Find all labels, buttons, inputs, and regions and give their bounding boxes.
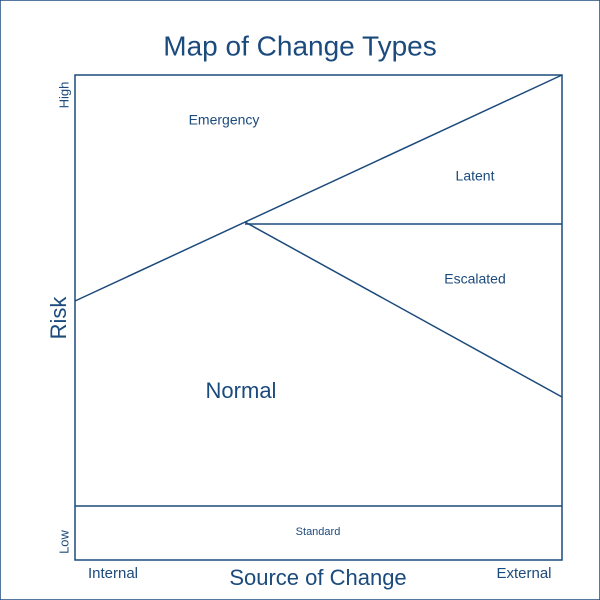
y-low-label: Low [56, 529, 71, 553]
x-left-label: Internal [88, 565, 138, 582]
y-axis-label: Risk [46, 296, 71, 340]
region-label: Escalated [444, 271, 505, 287]
region-label: Latent [456, 168, 495, 184]
frame [74, 74, 563, 561]
divider-line [74, 74, 563, 302]
region-label: Normal [206, 378, 277, 403]
divider-line [244, 221, 563, 398]
x-right-label: External [496, 565, 551, 582]
title: Map of Change Types [163, 30, 436, 61]
region-label: Emergency [189, 112, 260, 128]
x-axis-label: Source of Change [229, 565, 406, 590]
y-high-label: High [56, 82, 71, 109]
region-label: Standard [296, 526, 341, 538]
